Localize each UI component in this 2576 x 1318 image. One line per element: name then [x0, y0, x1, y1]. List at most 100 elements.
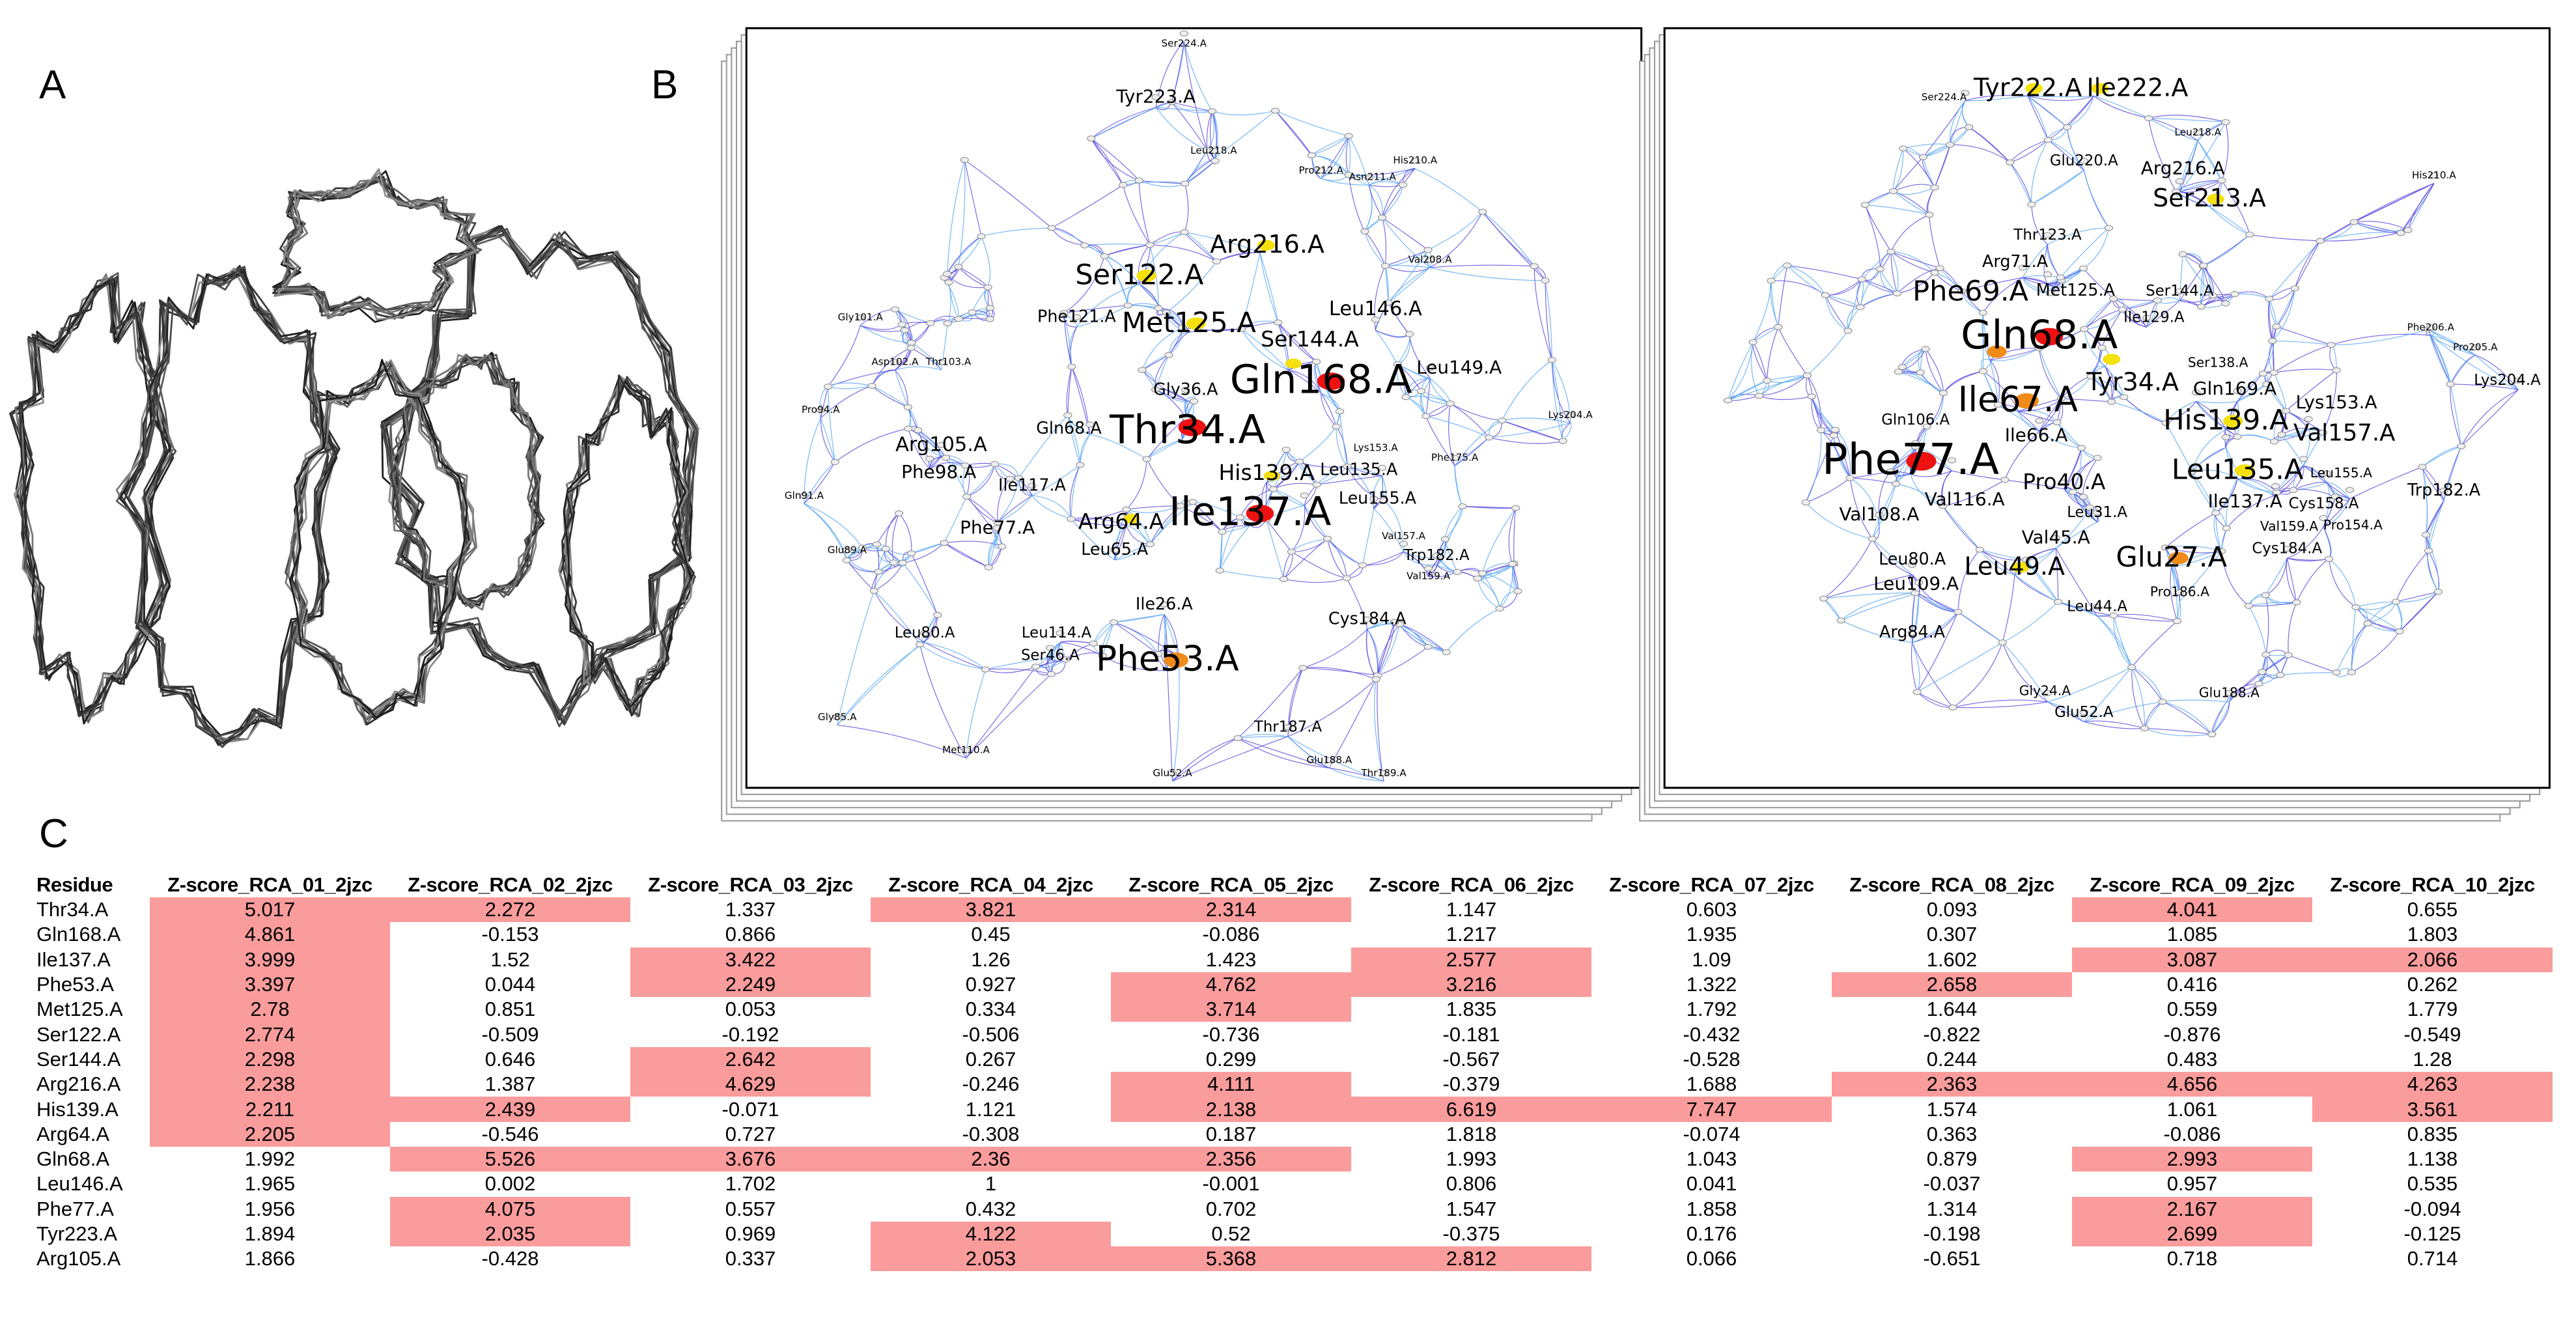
residue-node[interactable] — [1477, 570, 1487, 576]
residue-node[interactable] — [1100, 253, 1109, 259]
residue-node[interactable] — [1028, 483, 1037, 489]
residue-node[interactable] — [940, 540, 949, 546]
residue-node[interactable] — [1344, 133, 1353, 139]
residue-node[interactable] — [1821, 292, 1830, 298]
residue-node[interactable] — [1978, 368, 1988, 374]
residue-node[interactable] — [2192, 389, 2201, 396]
residue-node[interactable] — [1360, 228, 1369, 234]
residue-node[interactable] — [1343, 463, 1352, 470]
residue-node[interactable] — [2092, 604, 2102, 610]
residue-node[interactable] — [1416, 388, 1426, 395]
residue-node[interactable] — [2446, 381, 2455, 387]
residue-node[interactable] — [998, 543, 1007, 550]
residue-node[interactable] — [1998, 639, 2007, 646]
residue-node[interactable] — [874, 568, 883, 575]
residue-node[interactable] — [2043, 137, 2052, 143]
residue-node[interactable] — [1164, 352, 1173, 358]
residue-node[interactable] — [1235, 514, 1245, 521]
residue-node[interactable] — [1922, 423, 1931, 430]
residue-node[interactable] — [1211, 158, 1220, 164]
residue-node[interactable] — [1948, 704, 1957, 711]
residue-node[interactable] — [981, 666, 990, 673]
residue-node[interactable] — [1912, 689, 1922, 695]
residue-node[interactable] — [942, 270, 952, 277]
residue-node[interactable] — [990, 461, 1000, 468]
residue-node[interactable] — [2318, 429, 2327, 436]
residue-node[interactable] — [2027, 201, 2036, 208]
highlighted-residue-node[interactable] — [1317, 372, 1345, 390]
residue-node[interactable] — [1423, 565, 1433, 572]
highlighted-residue-node[interactable] — [1186, 317, 1206, 330]
residue-node[interactable] — [1180, 229, 1189, 236]
residue-node[interactable] — [2161, 419, 2170, 426]
residue-node[interactable] — [800, 492, 809, 499]
residue-node[interactable] — [1930, 184, 1939, 191]
residue-node[interactable] — [2471, 344, 2480, 350]
residue-node[interactable] — [2233, 387, 2242, 394]
residue-node[interactable] — [1142, 456, 1151, 462]
residue-node[interactable] — [833, 714, 842, 720]
residue-node[interactable] — [1723, 397, 1733, 404]
residue-node[interactable] — [1179, 30, 1188, 36]
residue-node[interactable] — [2093, 455, 2102, 461]
residue-node[interactable] — [1978, 309, 1987, 316]
residue-node[interactable] — [2272, 323, 2281, 330]
residue-node[interactable] — [1061, 656, 1071, 663]
residue-node[interactable] — [1311, 358, 1321, 365]
residue-node[interactable] — [968, 309, 977, 316]
residue-node[interactable] — [1829, 432, 1838, 439]
residue-node[interactable] — [2433, 589, 2443, 595]
residue-node[interactable] — [2140, 725, 2149, 731]
residue-node[interactable] — [1233, 735, 1242, 742]
residue-node[interactable] — [1782, 262, 1792, 269]
residue-node[interactable] — [1398, 182, 1408, 188]
residue-node[interactable] — [2262, 381, 2271, 387]
residue-node[interactable] — [2304, 415, 2313, 423]
residue-node[interactable] — [2261, 592, 2270, 598]
residue-node[interactable] — [1237, 326, 1246, 333]
residue-node[interactable] — [1168, 770, 1177, 777]
highlighted-residue-node[interactable] — [2207, 193, 2224, 205]
residue-node[interactable] — [2272, 489, 2281, 496]
residue-node[interactable] — [2043, 271, 2052, 277]
residue-node[interactable] — [1154, 305, 1163, 311]
residue-node[interactable] — [1914, 580, 1924, 586]
highlighted-residue-node[interactable] — [2091, 83, 2109, 94]
residue-node[interactable] — [2022, 556, 2031, 563]
residue-node[interactable] — [1287, 548, 1296, 555]
residue-node[interactable] — [2052, 419, 2062, 426]
residue-node[interactable] — [1342, 575, 1351, 582]
highlighted-residue-node[interactable] — [1136, 269, 1156, 282]
residue-node[interactable] — [2142, 315, 2151, 321]
residue-node[interactable] — [1162, 309, 1171, 316]
residue-node[interactable] — [2097, 344, 2107, 351]
residue-node[interactable] — [1151, 386, 1160, 393]
residue-node[interactable] — [1892, 481, 1901, 487]
residue-node[interactable] — [1886, 468, 1895, 475]
highlighted-residue-node[interactable] — [2011, 561, 2030, 573]
residue-node[interactable] — [1281, 447, 1291, 453]
residue-node[interactable] — [1541, 277, 1550, 284]
residue-node[interactable] — [1123, 302, 1132, 309]
residue-node[interactable] — [2265, 296, 2274, 302]
residue-node[interactable] — [1911, 440, 1920, 447]
residue-node[interactable] — [1046, 645, 1055, 651]
residue-node[interactable] — [1801, 499, 1810, 506]
residue-node[interactable] — [2077, 445, 2086, 451]
residue-node[interactable] — [1160, 601, 1169, 608]
residue-node[interactable] — [1380, 262, 1390, 269]
residue-node[interactable] — [2316, 238, 2325, 244]
residue-node[interactable] — [2068, 488, 2078, 496]
residue-node[interactable] — [858, 544, 867, 551]
residue-node[interactable] — [1089, 640, 1098, 647]
residue-node[interactable] — [1410, 158, 1420, 164]
residue-node[interactable] — [936, 442, 946, 448]
residue-node[interactable] — [1894, 369, 1903, 375]
residue-node[interactable] — [1857, 276, 1866, 283]
residue-node[interactable] — [1888, 188, 1898, 195]
residue-node[interactable] — [941, 455, 951, 461]
residue-node[interactable] — [1767, 277, 1776, 284]
residue-node[interactable] — [961, 747, 971, 753]
residue-node[interactable] — [2221, 119, 2230, 126]
residue-node[interactable] — [1377, 464, 1387, 471]
